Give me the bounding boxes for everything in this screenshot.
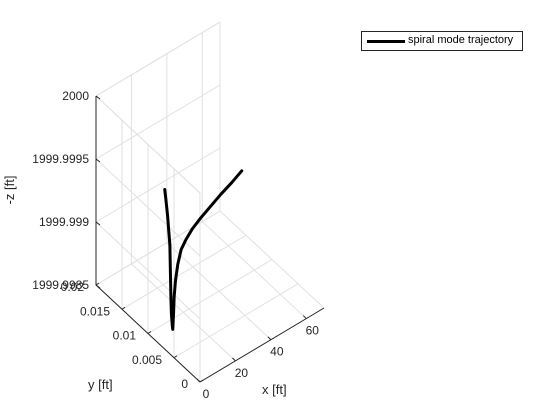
x-axis-label: x [ft]: [262, 382, 287, 397]
y-tick-label: 0: [181, 377, 188, 391]
y-tick: [199, 379, 204, 383]
y-axis-label: y [ft]: [88, 377, 113, 392]
z-tick: [95, 158, 101, 163]
y-tick-label: 0.01: [113, 329, 137, 343]
grid-line-side-z: [95, 221, 201, 320]
z-tick-label: 1999.999: [39, 215, 89, 229]
legend-label: spiral mode trajectory: [408, 34, 514, 46]
x-tick: [196, 378, 201, 383]
series-trajectory-line: [168, 169, 244, 331]
box-edge: [219, 210, 325, 309]
axis-lines: [95, 95, 325, 383]
x-tick: [267, 336, 272, 341]
grid-line-side-z: [95, 158, 201, 257]
grid-line-floor-y: [147, 259, 273, 334]
x-tick-label: 60: [306, 324, 320, 338]
grid-line-back-z: [95, 84, 221, 160]
z-tick: [95, 221, 101, 226]
z-tick: [95, 284, 101, 289]
x-tick: [302, 315, 307, 319]
z-tick-label: 1999.9995: [32, 152, 89, 166]
z-tick-label: 2000: [62, 89, 89, 103]
y-tick: [95, 282, 100, 286]
y-tick-label: 0.02: [61, 280, 85, 294]
y-tick: [147, 331, 152, 334]
series-layer: [163, 169, 244, 331]
z-axis-label: -z [ft]: [2, 176, 17, 205]
box-edge: [95, 21, 221, 97]
y-tick-label: 0.005: [132, 353, 162, 367]
grid-line-back-z: [95, 147, 221, 223]
y-tick: [121, 306, 126, 310]
x-tick-label: 40: [270, 345, 284, 359]
legend: spiral mode trajectory: [361, 31, 523, 51]
x-axis-line: [199, 307, 325, 383]
y-tick-label: 0.015: [80, 304, 110, 318]
grid-line-floor-y: [121, 234, 247, 310]
z-tick-label: 1999.9985: [32, 278, 89, 292]
x-tick: [232, 357, 236, 362]
z-tick: [95, 95, 101, 100]
legend-line-swatch: [367, 40, 405, 43]
box-edge: [95, 95, 201, 194]
grid-line-floor-y: [173, 283, 299, 359]
y-tick: [173, 355, 178, 359]
grid-line-back-z: [95, 210, 221, 286]
series-trajectory-branch: [163, 187, 172, 247]
x-tick-label: 0: [203, 387, 210, 401]
x-tick-label: 20: [235, 366, 249, 380]
